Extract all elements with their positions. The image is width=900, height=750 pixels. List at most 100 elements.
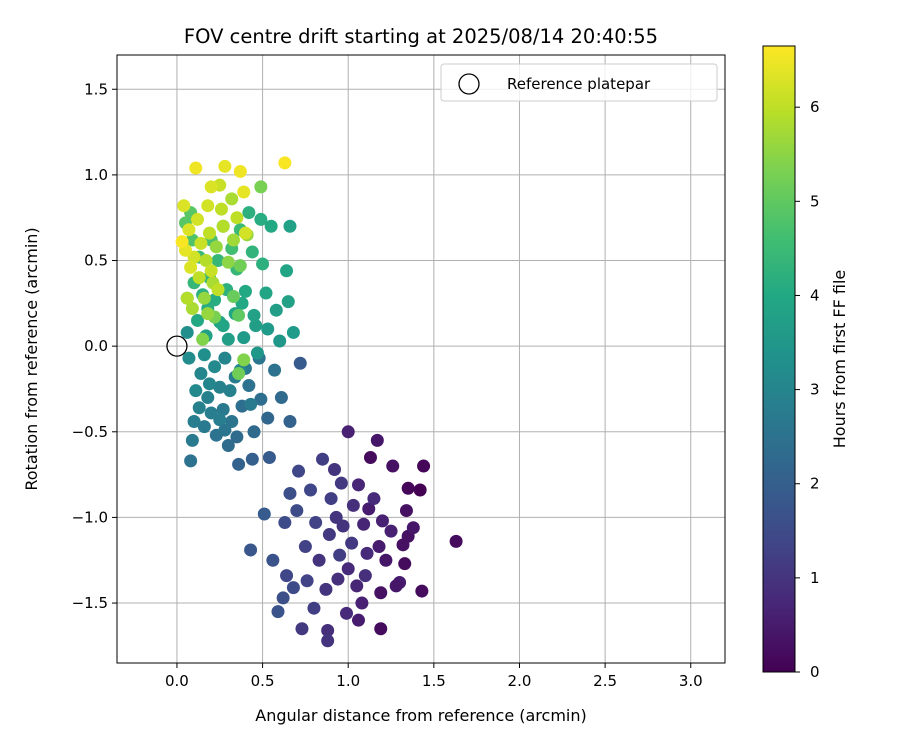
scatter-point: [386, 459, 400, 473]
scatter-point: [298, 540, 312, 554]
scatter-point: [189, 384, 203, 398]
scatter-point: [213, 413, 227, 427]
scatter-point: [406, 521, 420, 535]
scatter-point: [230, 430, 244, 444]
scatter-point: [281, 295, 295, 309]
scatter-point: [190, 313, 204, 327]
scatter-point: [346, 498, 360, 512]
scatter-point: [374, 586, 388, 600]
scatter-point: [268, 363, 282, 377]
scatter-point: [208, 360, 222, 374]
scatter-point: [184, 260, 198, 274]
scatter-point: [372, 540, 386, 554]
scatter-point: [362, 502, 376, 516]
scatter-point: [245, 245, 259, 259]
legend-reference-marker: [458, 73, 480, 95]
scatter-point: [363, 450, 377, 464]
scatter-point: [226, 289, 240, 303]
scatter-point: [341, 562, 355, 576]
scatter-point: [218, 351, 232, 365]
y-tick-label: −1.5: [72, 594, 108, 612]
scatter-point: [242, 206, 256, 220]
y-tick-label: 0.0: [84, 337, 108, 355]
scatter-point: [307, 601, 321, 615]
scatter-point: [245, 452, 259, 466]
scatter-point: [185, 433, 199, 447]
scatter-point: [256, 257, 270, 271]
scatter-point: [237, 353, 251, 367]
scatter-point: [221, 255, 235, 269]
scatter-point: [257, 507, 271, 521]
scatter-point: [190, 212, 204, 226]
scatter-point: [280, 569, 294, 583]
scatter-point: [199, 254, 213, 268]
scatter-point: [360, 546, 374, 560]
scatter-point: [244, 543, 258, 557]
scatter-point: [247, 425, 261, 439]
scatter-point: [204, 264, 218, 278]
scatter-point: [232, 308, 246, 322]
scatter-point: [379, 553, 393, 567]
scatter-point: [292, 464, 306, 478]
scatter-point: [367, 492, 381, 506]
scatter-point: [218, 159, 232, 173]
scatter-point: [238, 284, 252, 298]
scatter-point: [233, 164, 247, 178]
scatter-point: [401, 481, 415, 495]
scatter-point: [182, 223, 196, 237]
y-tick-label: −1.0: [72, 508, 108, 526]
scatter-point: [316, 452, 330, 466]
scatter-point: [283, 415, 297, 429]
scatter-point: [226, 233, 240, 247]
scatter-point: [261, 411, 275, 425]
scatter-point: [339, 606, 353, 620]
scatter-point: [271, 605, 285, 619]
scatter-point: [261, 322, 275, 336]
scatter-point: [211, 283, 225, 297]
scatter-point: [175, 235, 189, 249]
scatter-point: [247, 308, 261, 322]
x-tick-label: 1.5: [422, 672, 446, 690]
scatter-point: [180, 325, 194, 339]
y-tick-label: 1.5: [84, 80, 108, 98]
colorbar-label: Hours from first FF file: [830, 270, 849, 449]
scatter-point: [283, 219, 297, 233]
scatter-point: [221, 332, 235, 346]
scatter-point: [194, 367, 208, 381]
scatter-point: [389, 579, 403, 593]
legend: Reference platepar: [440, 63, 718, 102]
colorbar: 0 1 2 3 4 5 6 Hours from first FF file: [762, 45, 849, 681]
scatter-point: [413, 483, 427, 497]
y-tick-label: −0.5: [72, 423, 108, 441]
scatter-point: [177, 199, 191, 213]
scatter-point: [254, 180, 268, 194]
scatter-point: [201, 391, 215, 405]
scatter-point: [250, 346, 264, 360]
scatter-point: [242, 379, 256, 393]
scatter-point: [329, 510, 343, 524]
scatter-point: [197, 291, 211, 305]
scatter-point: [202, 226, 216, 240]
colorbar-gradient: [762, 45, 796, 673]
colorbar-tick-label: 3: [810, 381, 820, 399]
scatter-point: [259, 286, 273, 300]
scatter-point: [238, 226, 252, 240]
scatter-point: [218, 423, 232, 437]
colorbar-tick-label: 5: [810, 192, 820, 210]
x-tick-label: 2.5: [593, 672, 617, 690]
scatter-point: [351, 478, 365, 492]
scatter-point: [204, 180, 218, 194]
colorbar-tick-label: 2: [810, 475, 820, 493]
scatter-point: [278, 156, 292, 170]
scatter-point: [273, 334, 287, 348]
scatter-point: [264, 219, 278, 233]
scatter-point: [221, 438, 235, 452]
scatter-point: [341, 425, 355, 439]
scatter-point: [358, 569, 372, 583]
scatter-point: [254, 212, 268, 226]
scatter-point: [293, 356, 307, 370]
scatter-point: [201, 199, 215, 213]
scatter-point: [211, 254, 225, 268]
plot-frame: [116, 54, 726, 664]
